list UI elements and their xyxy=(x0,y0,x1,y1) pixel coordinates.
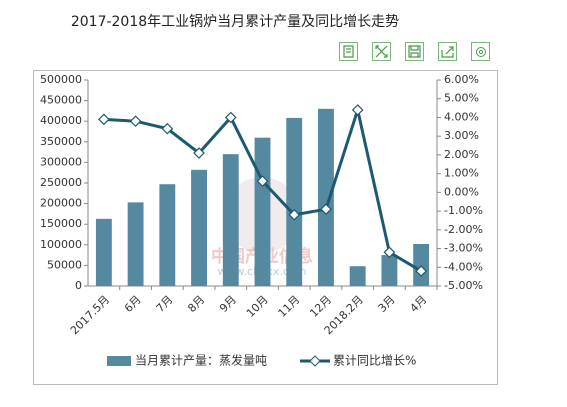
legend-swatch xyxy=(107,356,131,366)
legend-label: 累计同比增长% xyxy=(333,354,416,368)
x-tick-label: 2017.5月 xyxy=(68,293,112,337)
x-tick-label: 8月 xyxy=(185,293,207,315)
line-marker xyxy=(98,113,110,126)
share-button[interactable] xyxy=(438,42,457,61)
y2-tick-label: -1.00% xyxy=(444,204,483,217)
y-tick-label: 250000 xyxy=(40,176,82,189)
bar xyxy=(413,243,430,286)
x-tick-label: 4月 xyxy=(407,293,429,315)
line-marker xyxy=(415,265,427,277)
line-marker xyxy=(224,111,237,124)
y2-tick-label: 3.00% xyxy=(444,129,479,142)
bar xyxy=(191,169,207,286)
y-tick-label: 50000 xyxy=(47,258,82,271)
x-tick-label: 12月 xyxy=(307,293,334,320)
line-marker xyxy=(193,147,205,159)
y2-tick-label: -4.00% xyxy=(444,260,483,273)
y2-tick-label: 4.00% xyxy=(444,110,479,123)
y-tick-label: 0 xyxy=(75,279,82,292)
line-marker xyxy=(320,203,332,216)
settings-button[interactable] xyxy=(471,42,490,61)
line-marker xyxy=(288,208,301,221)
y-tick-label: 450000 xyxy=(40,94,82,107)
bar xyxy=(95,218,112,286)
line-marker xyxy=(383,246,396,259)
x-tick-label: 3月 xyxy=(376,293,398,315)
bar xyxy=(381,255,398,286)
y-tick-label: 100000 xyxy=(40,238,82,251)
line-marker xyxy=(161,122,174,135)
y2-tick-label: 1.00% xyxy=(444,167,479,180)
chart-border xyxy=(33,70,498,385)
y-tick-label: 400000 xyxy=(40,114,82,127)
y2-tick-label: 6.00% xyxy=(444,73,479,86)
bar xyxy=(349,266,366,286)
x-tick-label: 7月 xyxy=(154,293,176,315)
bar xyxy=(222,154,239,286)
x-tick-label: 11月 xyxy=(276,293,303,320)
toolbar xyxy=(339,42,490,61)
x-tick-label: 6月 xyxy=(122,293,144,315)
data-view-button[interactable] xyxy=(339,42,358,61)
bar xyxy=(254,137,271,286)
chart-title: 2017-2018年工业锅炉当月累计产量及同比增长走势 xyxy=(71,14,399,30)
y-tick-label: 200000 xyxy=(40,197,82,210)
bar xyxy=(318,108,334,286)
bar xyxy=(127,202,144,286)
bar xyxy=(286,117,303,287)
x-tick-label: 9月 xyxy=(217,293,239,315)
y2-tick-label: -3.00% xyxy=(444,242,483,255)
y-tick-label: 500000 xyxy=(40,73,82,86)
legend-label: 当月累计产量：蒸发量吨 xyxy=(135,353,267,368)
y2-tick-label: -5.00% xyxy=(444,279,483,292)
zoom-button[interactable] xyxy=(372,42,391,61)
y-tick-label: 350000 xyxy=(40,135,82,148)
line-marker xyxy=(129,115,142,128)
line-marker xyxy=(351,104,364,116)
line-marker xyxy=(256,175,269,187)
y-tick-label: 300000 xyxy=(40,155,82,168)
y-tick-label: 150000 xyxy=(40,217,82,230)
y2-tick-label: 5.00% xyxy=(444,92,479,105)
y2-tick-label: -2.00% xyxy=(444,223,483,236)
x-tick-label: 10月 xyxy=(244,293,271,320)
bar xyxy=(159,184,176,286)
y2-tick-label: 0.00% xyxy=(444,185,479,198)
save-button[interactable] xyxy=(405,42,424,61)
y2-tick-label: 2.00% xyxy=(444,148,479,161)
legend-swatch-marker xyxy=(309,355,321,367)
